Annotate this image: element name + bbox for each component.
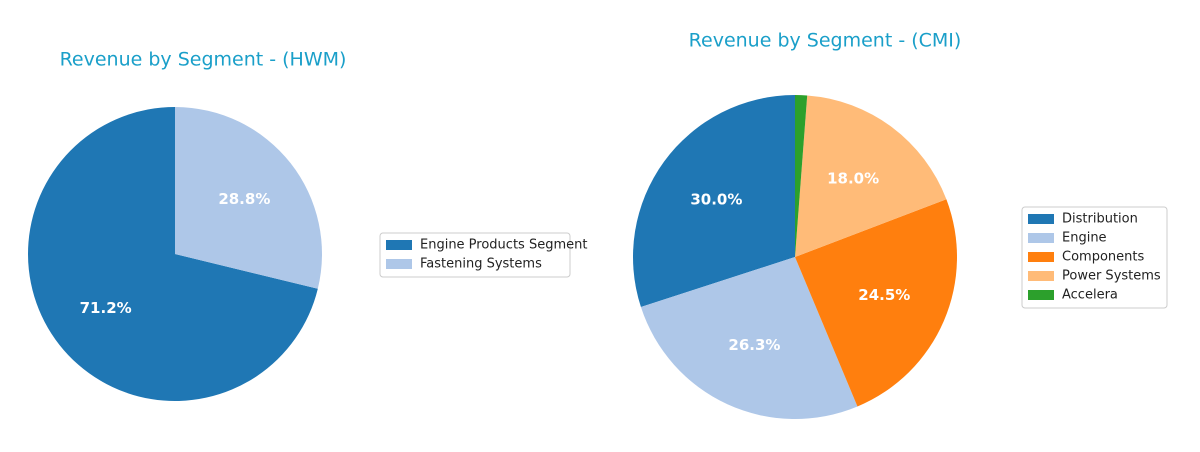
legend-swatch [1028,290,1054,300]
legend-label: Components [1062,250,1144,265]
legend-label: Engine Products Segment [420,238,587,253]
legend-label: Accelera [1062,288,1118,303]
chart-title: Revenue by Segment - (HWM) [60,49,347,71]
legend-box [1021,206,1168,309]
pie-slice [27,107,318,401]
legend-box [379,232,571,278]
legend-label: Power Systems [1062,269,1161,284]
pie-slice [175,107,322,289]
legend-swatch [1028,233,1054,243]
slice-label: 71.2% [80,299,132,317]
chart-title: Revenue by Segment - (CMI) [689,30,962,52]
legend-swatch [1028,252,1054,262]
pie-slice [795,199,957,407]
pie-slice [795,95,808,257]
slice-label: 18.0% [827,170,879,188]
pie-slice [640,257,858,420]
legend-label: Engine [1062,231,1107,246]
legend-swatch [386,240,412,250]
legend-label: Distribution [1062,212,1138,227]
slice-label: 24.5% [858,286,910,304]
slice-label: 28.8% [218,190,270,208]
legend-swatch [1028,214,1054,224]
slice-label: 30.0% [690,190,742,208]
slice-label: 26.3% [728,336,780,354]
legend-label: Fastening Systems [420,257,542,272]
pie-slice [795,95,947,257]
pie-slice [632,95,795,308]
legend-swatch [386,259,412,269]
legend-swatch [1028,271,1054,281]
